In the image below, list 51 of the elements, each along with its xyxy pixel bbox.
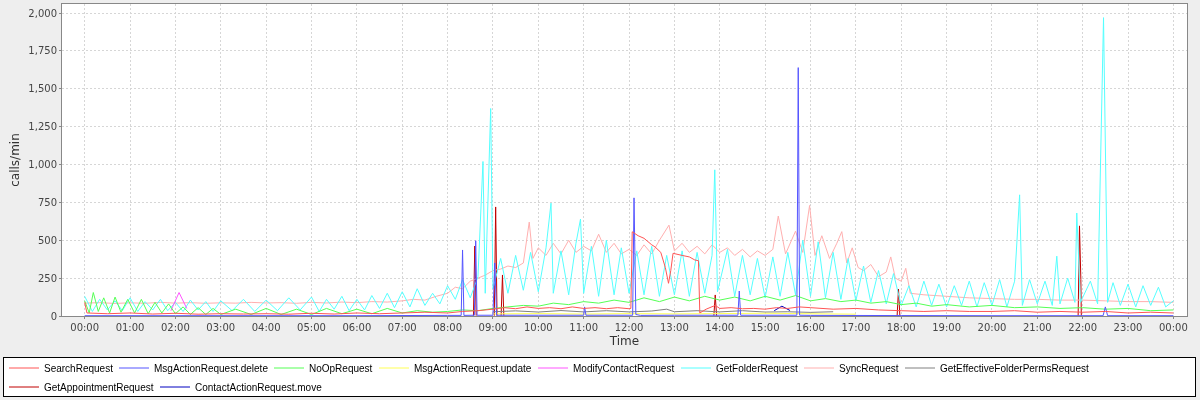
x-tick-label: 05:00: [297, 322, 326, 333]
line-series: [84, 67, 1174, 316]
x-tick-label: 12:00: [614, 322, 644, 333]
legend-label: SearchRequest: [44, 362, 114, 374]
x-tick-label: 01:00: [115, 322, 145, 333]
line-series: [84, 231, 1174, 315]
x-tick-label: 11:00: [569, 322, 599, 333]
y-tick-label: 1,750: [28, 45, 57, 57]
y-tick-label: 2,000: [28, 7, 57, 19]
x-tick-label: 08:00: [433, 322, 462, 333]
y-tick-label: 0: [50, 310, 57, 322]
x-tick-label: 06:00: [342, 322, 372, 333]
x-tick-label: 23:00: [1113, 322, 1143, 333]
x-tick-label: 13:00: [659, 322, 689, 333]
legend-label: ModifyContactRequest: [573, 362, 675, 374]
legend-label: GetAppointmentRequest: [44, 381, 154, 393]
x-tick-label: 19:00: [932, 322, 961, 333]
y-tick-label: 1,000: [28, 159, 57, 171]
legend-label: SyncRequest: [839, 362, 899, 374]
legend-label: ContactActionRequest.move: [195, 381, 323, 393]
x-tick-label: 17:00: [841, 322, 871, 333]
x-tick-label: 02:00: [161, 322, 190, 333]
x-tick-label: 07:00: [387, 322, 417, 333]
y-axis-title: calls/min: [7, 133, 22, 187]
x-tick-label: 15:00: [750, 322, 780, 333]
y-tick-label: 1,500: [28, 83, 57, 95]
x-axis-title: Time: [608, 333, 640, 348]
x-tick-label: 22:00: [1068, 322, 1098, 333]
x-tick-label: 20:00: [977, 322, 1007, 333]
legend-label: NoOpRequest: [309, 362, 373, 374]
y-tick-label: 500: [37, 234, 57, 246]
x-tick-label: 10:00: [523, 322, 553, 333]
x-tick-label: 04:00: [251, 322, 281, 333]
legend-label: MsgActionRequest.delete: [154, 362, 269, 374]
x-tick-label: 09:00: [478, 322, 508, 333]
legend-label: MsgActionRequest.update: [414, 362, 532, 374]
legend-label: GetEffectiveFolderPermsRequest: [940, 362, 1089, 374]
x-tick-label: 00:00: [1158, 322, 1188, 333]
line-series: [84, 292, 1174, 315]
x-tick-label: 14:00: [705, 322, 735, 333]
x-tick-label: 18:00: [886, 322, 916, 333]
line-series: [84, 17, 1174, 312]
x-tick-label: 21:00: [1022, 322, 1052, 333]
legend-label: GetFolderRequest: [716, 362, 798, 374]
x-tick-label: 03:00: [206, 322, 236, 333]
x-tick-label: 00:00: [70, 322, 100, 333]
y-tick-label: 1,250: [28, 121, 57, 133]
x-tick-label: 16:00: [796, 322, 825, 333]
y-tick-label: 750: [37, 196, 57, 208]
line-series: [84, 204, 1174, 304]
y-tick-label: 250: [37, 272, 57, 284]
